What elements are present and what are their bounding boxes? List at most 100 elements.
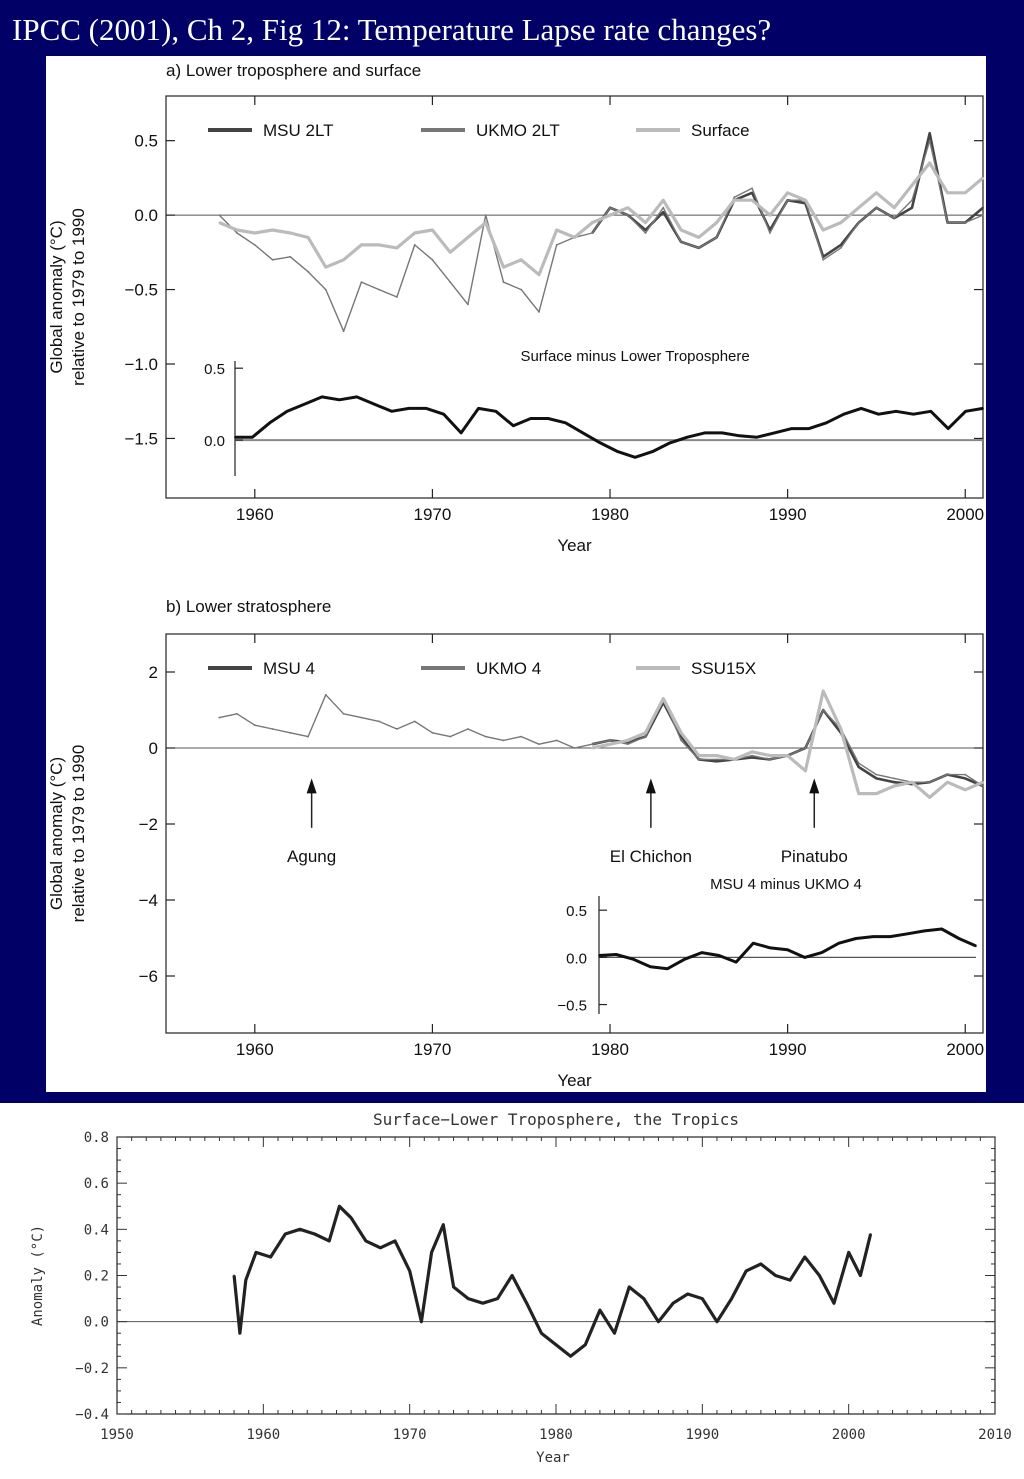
panel-b-point: [715, 754, 718, 757]
panel-b-y-tick-label: −4: [139, 891, 158, 910]
tropics-point: [686, 1293, 689, 1295]
panel-a-point: [342, 330, 345, 333]
panel-a-point: [502, 266, 505, 269]
panel-a-point: [893, 217, 896, 220]
panel-b-point: [875, 773, 878, 776]
tropics-y-tick-label: 0.8: [84, 1130, 109, 1146]
panel-a-point: [786, 199, 789, 202]
panel-a-inset-point: [721, 432, 723, 434]
panel-a-point: [875, 206, 878, 209]
panel-b-point: [964, 777, 967, 780]
panel-b-inset-point: [649, 965, 652, 968]
panel-b-inset-point: [598, 954, 600, 957]
tropics-point: [379, 1246, 382, 1249]
panel-b-point: [964, 788, 967, 791]
panel-a-inset-point: [390, 410, 393, 413]
panel-a-point: [236, 232, 238, 234]
panel-a-inset-point: [234, 436, 236, 439]
tropics-y-tick-label: 0.6: [84, 1176, 109, 1192]
panel-b-point: [875, 792, 878, 795]
panel-a-point: [626, 206, 629, 209]
panel-b-point: [573, 747, 576, 749]
panel-a-point: [751, 187, 753, 190]
panel-b-inset-point: [803, 956, 806, 959]
panel-b-point: [893, 777, 896, 780]
panel-b-inset-point: [632, 958, 635, 961]
panel-a-inset-title: Surface minus Lower Troposphere: [520, 348, 749, 365]
panel-b-point: [875, 777, 878, 780]
tropics-point: [239, 1332, 241, 1335]
panel-b-point: [609, 739, 611, 742]
panel-b-legend-entry: UKMO 4: [476, 659, 541, 678]
slide-title: IPCC (2001), Ch 2, Fig 12: Temperature L…: [12, 12, 772, 47]
panel-b-inset-point: [923, 930, 926, 932]
panel-a-inset-point: [877, 413, 880, 416]
panel-a-point: [751, 199, 753, 202]
panel-b-y-tick-label: 2: [149, 663, 158, 682]
tropics-point: [328, 1240, 331, 1242]
panel-a-point: [911, 206, 913, 209]
panel-b-point: [964, 773, 967, 776]
panel-b-point: [520, 735, 523, 738]
panel-a-point: [769, 214, 771, 217]
panel-b-point: [591, 743, 594, 746]
panel-a-point: [982, 177, 984, 179]
panel-b-point: [893, 785, 896, 787]
panel-a-point: [413, 232, 416, 234]
panel-b-inset-point: [683, 958, 686, 961]
panel-b-point: [271, 728, 274, 730]
tropics-point: [555, 1343, 557, 1346]
tropics-point: [599, 1309, 601, 1311]
panel-b-inset-point: [889, 935, 892, 938]
tropics-point: [511, 1274, 513, 1277]
tropics-title: Surface−Lower Troposphere, the Tropics: [373, 1110, 739, 1129]
panel-a-inset-point: [825, 421, 828, 424]
panel-b-x-tick-label: 2000: [946, 1040, 984, 1059]
panel-a-legend-entry: UKMO 2LT: [476, 121, 560, 140]
panel-b-annotation-label: Agung: [287, 847, 336, 866]
panel-a-point: [662, 206, 665, 209]
panel-b-frame: [165, 633, 984, 1034]
tropics-x-axis-label: Year: [536, 1450, 570, 1466]
panel-b-point: [804, 747, 807, 749]
tropics-point: [789, 1279, 791, 1281]
panel-b-point: [822, 709, 825, 711]
panel-b-legend-entry: SSU15X: [691, 659, 756, 678]
panel-a-inset-point: [599, 442, 602, 444]
panel-a-x-tick-label: 1990: [769, 505, 807, 524]
panel-a-x-tick-label: 1980: [591, 505, 629, 524]
panel-b-point: [253, 724, 256, 727]
panel-a-point: [289, 255, 292, 258]
panel-a-point: [964, 221, 967, 224]
panel-b-point: [378, 720, 380, 723]
tropics-point: [540, 1332, 543, 1335]
panel-a-point: [467, 236, 469, 239]
panel-a-inset-point: [477, 407, 480, 410]
panel-b-x-axis-label: Year: [557, 1071, 592, 1090]
panel-a-point: [840, 221, 842, 224]
tropics-figure-panel: 1950 1960 1970 1980 1990 2000 2010 0.8 0.6 0.4 0.2…: [0, 1103, 1024, 1479]
panel-a-point: [431, 229, 434, 231]
panel-a-inset-chart: 0.5 0.0 Surface minus Lower Troposphere: [204, 348, 984, 476]
tropics-point: [364, 1240, 367, 1242]
panel-a-y-tick-label: −1.5: [124, 429, 158, 448]
panel-b-point: [982, 781, 984, 784]
panel-b-annotation-arrowhead: [306, 778, 317, 794]
panel-b-point: [928, 796, 931, 799]
panel-a-inset-point: [703, 432, 706, 434]
panel-a-point: [626, 214, 629, 217]
tropics-point: [730, 1297, 733, 1300]
panel-b-inset-point: [718, 954, 720, 957]
panel-a-point: [271, 229, 274, 231]
panel-a-x-tick-label: 1960: [236, 505, 274, 524]
tropics-point: [657, 1320, 660, 1323]
panel-b-point: [680, 735, 682, 738]
panel-b-point: [431, 731, 434, 734]
tropics-point: [869, 1233, 872, 1235]
panel-a-point: [218, 221, 221, 224]
panel-b-point: [555, 739, 558, 742]
panel-b-inset-point: [735, 961, 737, 963]
panel-b-point: [857, 762, 860, 765]
panel-b-inset-point: [958, 937, 960, 940]
tropics-point: [313, 1233, 316, 1235]
